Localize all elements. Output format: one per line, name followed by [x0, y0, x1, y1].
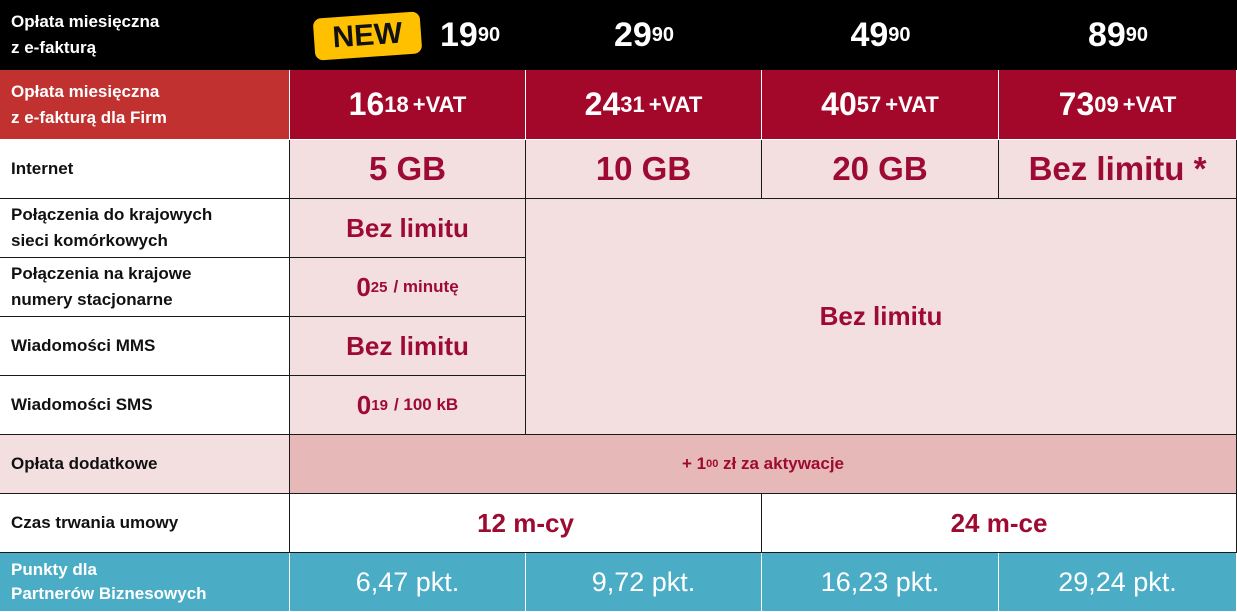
mms-value: Bez limitu: [290, 317, 526, 376]
internet-value-4: Bez limitu *: [999, 140, 1237, 199]
business-price-1-fraction: 18: [384, 91, 409, 117]
business-fee-label: Opłata miesięczna z e-fakturą dla Firm: [0, 70, 290, 140]
extra-fee-label: Opłata dodatkowe: [0, 435, 290, 494]
sms-value: 0 19 / 100 kB: [290, 376, 526, 435]
plan-price-1-fraction: 90: [477, 23, 501, 46]
activation-fee-fraction: 00: [706, 458, 719, 470]
internet-label-text: Internet: [11, 159, 74, 178]
sms-price-unit: / 100 kB: [393, 395, 459, 414]
vat-label: +VAT: [885, 91, 939, 117]
partner-points-4: 29,24 pkt.: [999, 553, 1237, 612]
business-price-2-whole: 24: [584, 86, 621, 122]
business-price-4-fraction: 09: [1094, 91, 1119, 117]
new-badge: NEW: [312, 11, 423, 61]
monthly-fee-label: Opłata miesięczna z e-fakturą: [0, 0, 290, 70]
internet-value-3: 20 GB: [762, 140, 999, 199]
business-price-3-fraction: 57: [856, 91, 882, 117]
activation-fee: + 1 00 zł za aktywacje: [290, 435, 1237, 494]
vat-label: +VAT: [648, 91, 703, 117]
contract-24-months: 24 m-ce: [762, 494, 1237, 553]
plan-price-4-fraction: 90: [1125, 23, 1149, 46]
plan-price-1-whole: 19: [440, 15, 478, 54]
sms-price-whole: 0: [356, 389, 372, 420]
business-price-1-whole: 16: [348, 86, 385, 122]
sms-label-text: Wiadomości SMS: [11, 395, 153, 414]
plan-price-2-fraction: 90: [651, 23, 675, 46]
monthly-fee-label-line1: Opłata miesięczna: [11, 12, 160, 31]
business-price-2-fraction: 31: [620, 91, 645, 117]
extra-fee-label-text: Opłata dodatkowe: [11, 454, 158, 473]
partner-points-label: Punkty dla Partnerów Biznesowych: [0, 553, 290, 612]
business-fee-label-line2: z e-fakturą dla Firm: [11, 107, 167, 127]
partner-points-3: 16,23 pkt.: [762, 553, 999, 612]
sms-price-fraction: 19: [371, 396, 388, 414]
landline-calls-label-line1: Połączenia na krajowe: [11, 264, 192, 283]
plan-price-2: 29 90: [526, 0, 762, 70]
business-price-1: 16 18 +VAT: [290, 70, 526, 140]
internet-value-1: 5 GB: [290, 140, 526, 199]
vat-label: +VAT: [1122, 91, 1177, 117]
partner-points-label-line1: Punkty dla: [11, 560, 97, 579]
mobile-calls-label-line2: sieci komórkowych: [11, 231, 168, 250]
plan-price-3-whole: 49: [850, 15, 889, 54]
landline-calls-label-line2: numery stacjonarne: [11, 290, 173, 309]
vat-label: +VAT: [412, 91, 467, 117]
mobile-calls-label: Połączenia do krajowych sieci komórkowyc…: [0, 199, 290, 258]
partner-points-1: 6,47 pkt.: [290, 553, 526, 612]
contract-12-months: 12 m-cy: [290, 494, 762, 553]
plan-price-2-whole: 29: [613, 15, 652, 54]
partner-points-label-line2: Partnerów Biznesowych: [11, 584, 207, 603]
plan-price-3-fraction: 90: [888, 23, 911, 46]
activation-fee-prefix: + 1: [681, 454, 707, 473]
business-price-4: 73 09 +VAT: [999, 70, 1237, 140]
mobile-calls-value: Bez limitu: [290, 199, 526, 258]
landline-calls-label: Połączenia na krajowe numery stacjonarne: [0, 258, 290, 317]
landline-price-unit: / minutę: [393, 277, 459, 296]
plan-price-4: 89 90: [999, 0, 1237, 70]
plan-price-3: 49 90: [762, 0, 999, 70]
contract-label: Czas trwania umowy: [0, 494, 290, 553]
business-fee-label-line1: Opłata miesięczna: [11, 81, 160, 101]
mms-label: Wiadomości MMS: [0, 317, 290, 376]
business-price-2: 24 31 +VAT: [526, 70, 762, 140]
landline-price-whole: 0: [356, 271, 371, 302]
landline-calls-value: 0 25 / minutę: [290, 258, 526, 317]
mms-label-text: Wiadomości MMS: [11, 336, 156, 355]
contract-label-text: Czas trwania umowy: [11, 513, 179, 532]
partner-points-2: 9,72 pkt.: [526, 553, 762, 612]
unlimited-services-block: Bez limitu: [526, 199, 1237, 435]
business-price-3-whole: 40: [821, 86, 857, 122]
internet-label: Internet: [0, 140, 290, 199]
internet-value-2: 10 GB: [526, 140, 762, 199]
sms-label: Wiadomości SMS: [0, 376, 290, 435]
mobile-calls-label-line1: Połączenia do krajowych: [11, 205, 213, 224]
plan-price-4-whole: 89: [1087, 15, 1126, 54]
activation-fee-suffix: zł za aktywacje: [718, 454, 845, 473]
landline-price-fraction: 25: [370, 278, 388, 296]
monthly-fee-label-line2: z e-fakturą: [11, 38, 97, 57]
business-price-4-whole: 73: [1058, 86, 1095, 122]
business-price-3: 40 57 +VAT: [762, 70, 999, 140]
